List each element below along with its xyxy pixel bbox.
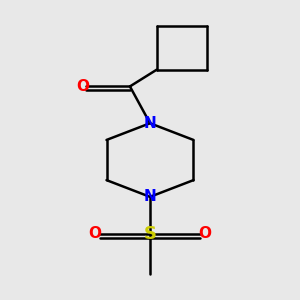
Text: S: S [143, 225, 157, 243]
Text: O: O [199, 226, 212, 241]
Text: O: O [88, 226, 101, 241]
Text: N: N [144, 116, 156, 131]
Text: N: N [144, 189, 156, 204]
Text: O: O [76, 79, 90, 94]
